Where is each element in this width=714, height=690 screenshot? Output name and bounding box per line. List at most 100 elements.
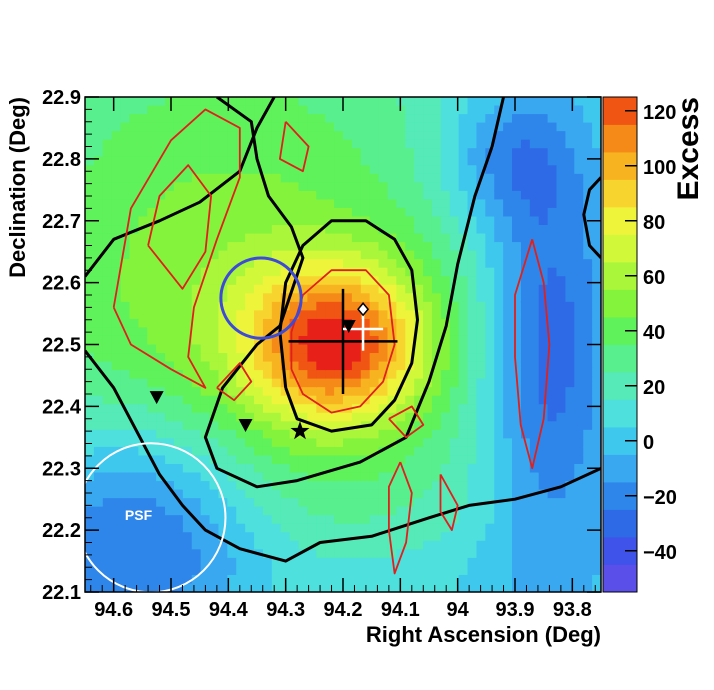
heatmap-cell — [111, 335, 122, 345]
heatmap-cell — [458, 446, 469, 456]
heatmap-cell — [547, 216, 558, 226]
heatmap-cell — [111, 156, 122, 166]
heatmap-cell — [538, 361, 549, 371]
heatmap-cell — [485, 370, 495, 380]
heatmap-cell — [182, 446, 193, 456]
heatmap-cell — [262, 327, 273, 337]
heatmap-cell — [449, 353, 460, 363]
heatmap-cell — [485, 412, 495, 422]
heatmap-cell — [298, 327, 308, 337]
heatmap-cell — [102, 233, 113, 243]
heatmap-cell — [271, 97, 282, 107]
heatmap-cell — [565, 523, 575, 533]
heatmap-cell — [423, 216, 433, 226]
heatmap-cell — [120, 148, 130, 158]
heatmap-cell — [592, 327, 601, 337]
heatmap-cell — [423, 327, 433, 337]
heatmap-cell — [138, 583, 148, 592]
heatmap-cell — [431, 267, 442, 277]
heatmap-cell — [583, 335, 593, 345]
heatmap-cell — [209, 489, 219, 499]
heatmap-cell — [360, 267, 371, 277]
heatmap-cell — [85, 472, 95, 482]
heatmap-cell — [236, 139, 246, 149]
heatmap-cell — [414, 361, 424, 371]
heatmap-cell — [583, 421, 593, 431]
heatmap-cell — [138, 207, 148, 217]
heatmap-cell — [351, 267, 362, 277]
heatmap-cell — [245, 114, 255, 124]
heatmap-cell — [227, 549, 237, 559]
heatmap-cell — [556, 523, 566, 533]
heatmap-cell — [334, 566, 344, 576]
heatmap-cell — [298, 361, 308, 371]
heatmap-cell — [138, 421, 148, 431]
heatmap-cell — [387, 540, 397, 550]
heatmap-cell — [351, 156, 362, 166]
heatmap-cell — [476, 472, 486, 482]
heatmap-cell — [520, 156, 531, 166]
heatmap-cell — [209, 540, 219, 550]
heatmap-cell — [316, 446, 326, 456]
heatmap-cell — [387, 574, 397, 584]
heatmap-cell — [236, 574, 246, 584]
heatmap-cell — [574, 276, 584, 286]
heatmap-cell — [494, 395, 504, 405]
heatmap-cell — [343, 310, 353, 320]
heatmap-cell — [236, 566, 246, 576]
heatmap-cell — [298, 506, 308, 516]
y-tick-label: 22.2 — [42, 520, 81, 542]
heatmap-cell — [529, 216, 540, 226]
heatmap-cell — [191, 429, 202, 439]
heatmap-cell — [520, 387, 531, 397]
heatmap-cell — [129, 515, 139, 525]
heatmap-cell — [351, 378, 362, 388]
heatmap-cell — [254, 395, 264, 405]
heatmap-cell — [494, 583, 504, 592]
heatmap-cell — [298, 498, 308, 508]
heatmap-cell — [387, 114, 397, 124]
heatmap-cell — [85, 378, 95, 388]
heatmap-cell — [227, 378, 237, 388]
heatmap-cell — [351, 310, 362, 320]
heatmap-cell — [369, 327, 380, 337]
heatmap-cell — [592, 233, 601, 243]
heatmap-cell — [467, 566, 477, 576]
heatmap-cell — [556, 412, 566, 422]
heatmap-cell — [476, 583, 486, 592]
heatmap-cell — [227, 284, 237, 294]
heatmap-cell — [396, 370, 406, 380]
heatmap-cell — [378, 148, 388, 158]
heatmap-cell — [547, 583, 558, 592]
heatmap-cell — [503, 259, 513, 269]
heatmap-cell — [405, 370, 415, 380]
heatmap-cell — [298, 532, 308, 542]
heatmap-cell — [289, 361, 300, 371]
heatmap-cell — [102, 361, 113, 371]
x-tick-label: 93.8 — [553, 599, 592, 621]
heatmap-cell — [182, 557, 193, 567]
heatmap-cell — [583, 566, 593, 576]
heatmap-cell — [325, 284, 335, 294]
heatmap-cell — [147, 233, 157, 243]
heatmap-cell — [583, 574, 593, 584]
heatmap-cell — [254, 310, 264, 320]
heatmap-cell — [289, 122, 300, 132]
heatmap-cell — [254, 327, 264, 337]
heatmap-cell — [156, 463, 166, 474]
heatmap-cell — [334, 370, 344, 380]
heatmap-cell — [405, 557, 415, 567]
heatmap-cell — [182, 387, 193, 397]
heatmap-cell — [120, 114, 130, 124]
heatmap-cell — [102, 105, 113, 115]
heatmap-cell — [298, 318, 308, 328]
heatmap-cell — [431, 438, 442, 448]
heatmap-cell — [431, 122, 442, 132]
heatmap-cell — [271, 378, 282, 388]
heatmap-cell — [351, 566, 362, 576]
heatmap-cell — [280, 182, 291, 192]
heatmap-cell — [520, 540, 531, 550]
heatmap-cell — [503, 114, 513, 124]
heatmap-cell — [129, 139, 139, 149]
heatmap-cell — [254, 105, 264, 115]
